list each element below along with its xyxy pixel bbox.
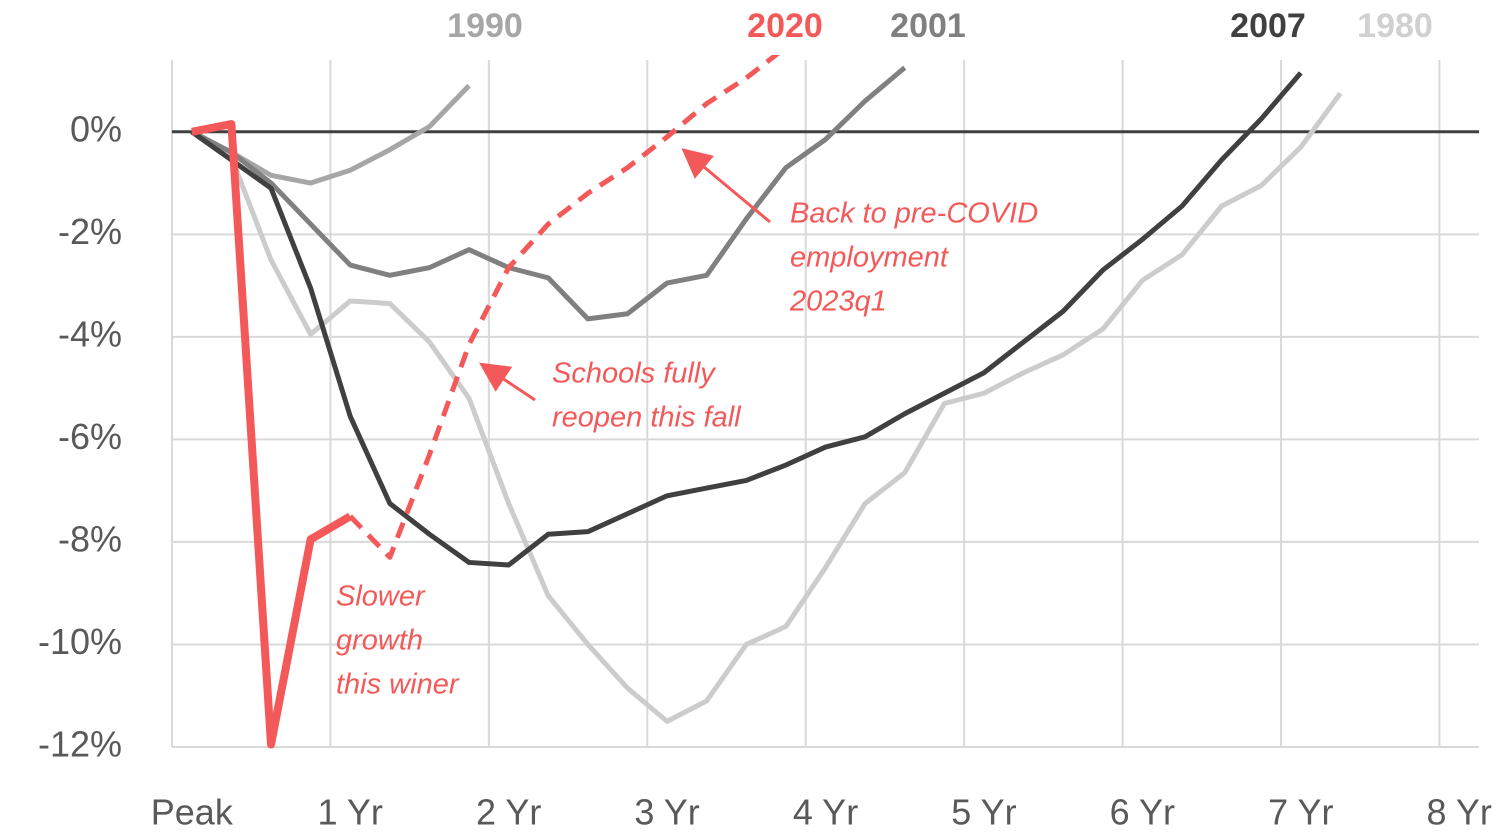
series-line — [190, 91, 1343, 724]
series-line — [191, 120, 353, 749]
annotation-text: reopen this fall — [552, 402, 742, 434]
x-tick-label: 1 Yr — [318, 792, 383, 833]
x-tick-label: Peak — [151, 792, 234, 833]
series-line — [190, 65, 907, 322]
annotation-text: Schools fully — [552, 358, 716, 390]
y-tick-label: -8% — [58, 518, 122, 559]
series-label: 2001 — [890, 7, 966, 45]
labels: Peak 1 Yr 2 Yr 3 Yr 4 Yr 5 Yr 6 Yr 7 Yr 8 Yr 0% -2… — [38, 7, 1492, 833]
annotation-arrow — [479, 362, 536, 402]
x-tick-label: 4 Yr — [793, 792, 858, 833]
y-tick-label: -12% — [38, 724, 122, 765]
series-label: 2020 — [747, 7, 823, 45]
y-tick-label: -10% — [38, 621, 122, 662]
annotation-text: Slower — [336, 581, 426, 613]
annotation-text: Back to pre-COVID — [790, 198, 1038, 230]
annotation-text: this winer — [336, 669, 460, 701]
y-tick-label: -4% — [58, 313, 122, 354]
x-tick-label: 8 Yr — [1427, 792, 1492, 833]
series-label: 1990 — [447, 7, 523, 45]
y-tick-label: -2% — [58, 211, 122, 252]
x-tick-label: 7 Yr — [1268, 792, 1333, 833]
projection-line — [348, 55, 780, 560]
x-tick-label: 6 Yr — [1110, 792, 1175, 833]
annotation-text: 2023q1 — [789, 286, 887, 318]
annotation-text: employment — [790, 242, 950, 274]
annotation-text: growth — [336, 625, 423, 657]
series-line — [190, 71, 1303, 568]
series-label: 2007 — [1230, 7, 1306, 45]
grid — [171, 60, 1479, 748]
annotation-arrow — [681, 148, 771, 224]
y-tick-label: -6% — [58, 416, 122, 457]
series-label: 1980 — [1357, 7, 1433, 45]
x-tick-label: 3 Yr — [634, 792, 699, 833]
x-tick-label: 2 Yr — [476, 792, 541, 833]
y-tick-label: 0% — [70, 108, 122, 149]
lines — [190, 55, 1343, 749]
x-tick-label: 5 Yr — [951, 792, 1016, 833]
